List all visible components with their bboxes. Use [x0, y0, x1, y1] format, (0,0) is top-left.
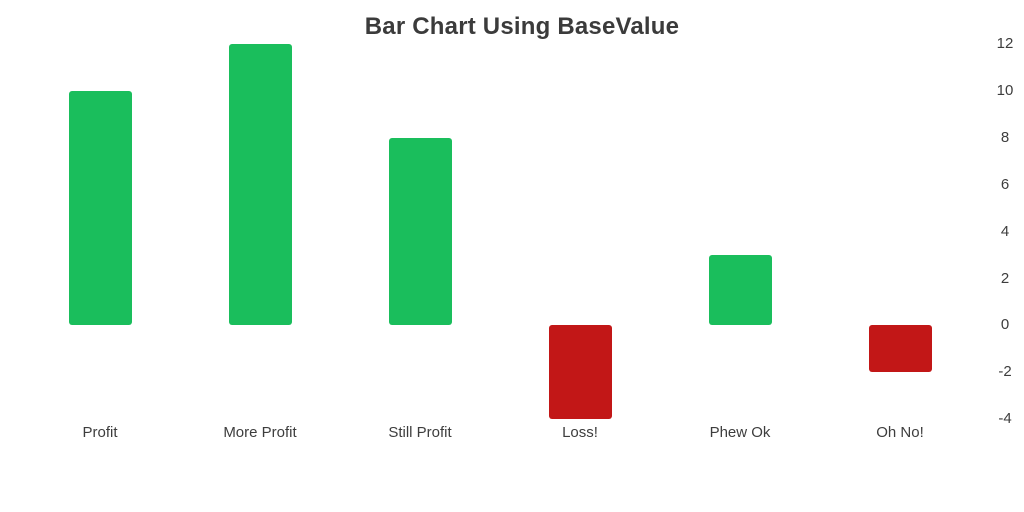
y-axis-tick-label: 0	[1000, 316, 1010, 334]
y-axis-tick-label: -4	[998, 410, 1012, 428]
bar-oh-no[interactable]	[868, 325, 932, 373]
x-axis-label: Phew Ok	[709, 424, 771, 441]
y-axis-tick-label: -2	[998, 363, 1012, 381]
bar-still-profit[interactable]	[388, 137, 452, 326]
y-axis-tick-label: 4	[1000, 222, 1010, 240]
y-axis-tick-label: 8	[1000, 128, 1010, 146]
bar-phew-ok[interactable]	[708, 255, 772, 326]
x-axis-label: Oh No!	[876, 424, 924, 441]
x-axis-label: Loss!	[562, 424, 598, 441]
bar-more-profit[interactable]	[228, 44, 292, 326]
bar-profit[interactable]	[68, 90, 132, 326]
bar-loss[interactable]	[548, 325, 612, 420]
y-axis-tick-label: 12	[996, 35, 1014, 52]
x-axis-label: Profit	[82, 424, 118, 441]
chart-title: Bar Chart Using BaseValue	[364, 13, 680, 40]
y-axis-tick-label: 2	[1000, 269, 1010, 287]
y-axis-tick-label: 10	[996, 81, 1014, 99]
y-axis-tick-label: 6	[1000, 175, 1010, 193]
x-axis-label: More Profit	[223, 424, 297, 441]
x-axis-label: Still Profit	[388, 424, 452, 441]
